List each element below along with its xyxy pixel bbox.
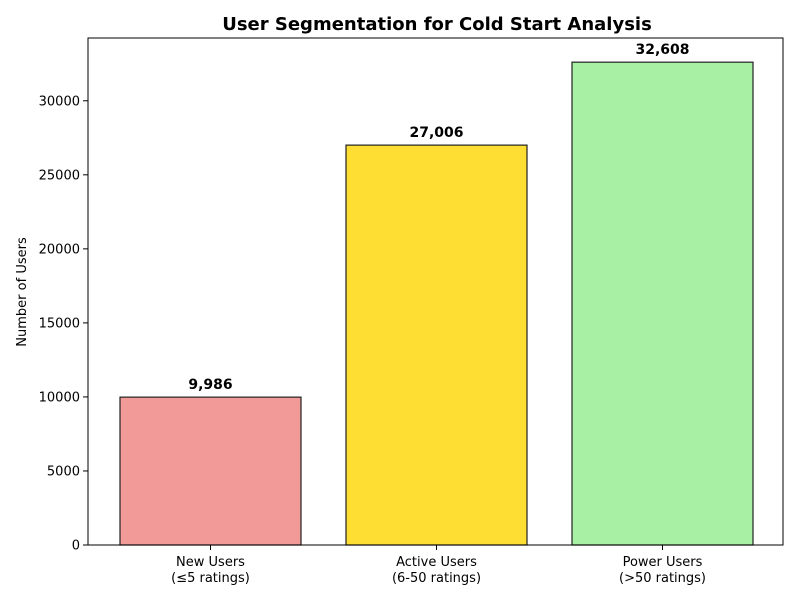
bar bbox=[345, 144, 528, 546]
y-tick-label: 20000 bbox=[39, 242, 80, 257]
bars bbox=[119, 61, 754, 546]
y-tick-label: 30000 bbox=[39, 94, 80, 109]
y-tick-label: 5000 bbox=[47, 464, 80, 479]
x-tick-label: Active Users bbox=[396, 555, 477, 570]
y-axis-label: Number of Users bbox=[15, 237, 30, 347]
x-tick-label: New Users bbox=[176, 555, 245, 570]
y-tick-label: 15000 bbox=[39, 316, 80, 331]
x-tick-label: (≤5 ratings) bbox=[171, 571, 250, 586]
y-tick-label: 0 bbox=[72, 539, 80, 554]
x-tick-label: (>50 ratings) bbox=[619, 571, 706, 586]
plot-frame bbox=[87, 37, 784, 546]
chart-title: User Segmentation for Cold Start Analysi… bbox=[222, 14, 652, 35]
bar-value-label: 27,006 bbox=[409, 125, 463, 141]
bar-value-label: 32,608 bbox=[635, 42, 689, 58]
bar bbox=[571, 61, 754, 546]
category-labels: New Users(≤5 ratings) Active Users(6-50 r… bbox=[171, 545, 706, 586]
x-tick-label: Power Users bbox=[623, 555, 703, 570]
x-tick-label: (6-50 ratings) bbox=[392, 571, 481, 586]
bar bbox=[119, 396, 302, 546]
y-axis-ticks: 0 5000 10000 15000 20000 25000 30000 bbox=[39, 94, 88, 554]
value-labels: 9,986 27,006 32,608 bbox=[188, 42, 689, 393]
y-tick-label: 10000 bbox=[39, 390, 80, 405]
bar-value-label: 9,986 bbox=[188, 377, 232, 393]
y-tick-label: 25000 bbox=[39, 168, 80, 183]
